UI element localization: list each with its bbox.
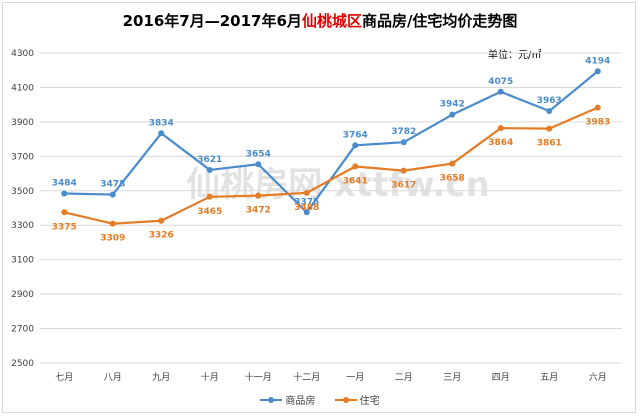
y-tick-label: 2900 — [11, 290, 34, 300]
legend-item-series-1: 商品房 — [260, 392, 315, 407]
x-tick-label: 一月 — [346, 372, 364, 383]
data-label-series-2: 3658 — [440, 174, 465, 184]
y-tick-label: 3100 — [11, 256, 34, 266]
title-highlight: 仙桃城区 — [301, 12, 362, 30]
chart-frame — [2, 2, 636, 413]
legend-item-series-2: 住宅 — [334, 392, 380, 407]
data-label-series-2: 3861 — [537, 139, 562, 149]
data-label-series-1: 3764 — [343, 130, 368, 140]
data-label-series-2: 3617 — [391, 181, 416, 191]
data-label-series-2: 3983 — [585, 118, 610, 128]
data-point-series-1 — [255, 161, 262, 168]
legend-label-series-1: 商品房 — [285, 396, 316, 407]
y-tick-label: 2500 — [11, 359, 34, 369]
data-point-series-2 — [303, 189, 310, 196]
y-tick-label: 3700 — [11, 152, 34, 162]
y-tick-label: 3500 — [11, 187, 34, 197]
data-label-series-1: 3942 — [440, 100, 465, 110]
y-tick-label: 4100 — [11, 83, 34, 93]
x-tick-label: 三月 — [443, 372, 461, 383]
data-label-series-1: 4194 — [585, 56, 610, 66]
x-tick-label: 九月 — [152, 372, 170, 383]
data-label-series-2: 3488 — [294, 203, 319, 213]
x-tick-label: 六月 — [589, 371, 607, 383]
y-tick-label: 3300 — [11, 221, 34, 231]
data-point-series-1 — [158, 130, 165, 137]
x-tick-label: 十二月 — [293, 371, 320, 383]
data-point-series-2 — [255, 192, 262, 199]
data-label-series-2: 3864 — [488, 138, 513, 148]
data-label-series-2: 3375 — [52, 222, 77, 232]
unit-label: 单位：元/㎡ — [488, 50, 542, 61]
data-label-series-1: 4075 — [488, 77, 513, 87]
x-tick-label: 二月 — [395, 372, 413, 383]
x-tick-label: 七月 — [55, 372, 73, 383]
data-point-series-2 — [206, 193, 213, 200]
data-point-series-1 — [61, 190, 68, 197]
data-label-series-2: 3465 — [197, 207, 222, 217]
data-label-series-2: 3326 — [149, 231, 174, 241]
data-label-series-1: 3963 — [537, 96, 562, 106]
data-label-series-2: 3472 — [246, 206, 271, 216]
data-point-series-2 — [449, 160, 456, 167]
data-point-series-1 — [303, 209, 310, 216]
data-label-series-1: 3782 — [391, 127, 416, 137]
data-label-series-1: 3834 — [149, 118, 174, 128]
chart-title: 2016年7月—2017年6月仙桃城区商品房/住宅均价走势图 — [0, 10, 640, 31]
y-tick-label: 3900 — [11, 118, 34, 128]
data-point-series-1 — [206, 166, 213, 173]
x-tick-label: 五月 — [540, 372, 558, 383]
y-tick-label: 2700 — [11, 325, 34, 335]
data-point-series-2 — [158, 217, 165, 224]
x-tick-label: 十一月 — [245, 371, 272, 383]
data-point-series-2 — [497, 125, 504, 132]
y-tick-label: 4300 — [11, 49, 34, 59]
x-tick-label: 八月 — [104, 372, 122, 383]
title-part-2: 商品房/住宅均价走势图 — [361, 12, 518, 30]
data-label-series-1: 3654 — [246, 149, 271, 159]
data-point-series-2 — [594, 104, 601, 111]
legend: 商品房 住宅 — [0, 392, 640, 407]
x-tick-label: 四月 — [492, 372, 510, 383]
data-label-series-1: 3484 — [52, 179, 77, 189]
data-label-series-2: 3309 — [100, 234, 125, 244]
data-point-series-1 — [497, 88, 504, 95]
data-label-series-2: 3641 — [343, 176, 368, 186]
data-label-series-1: 3478 — [100, 180, 125, 190]
data-point-series-2 — [546, 125, 553, 132]
legend-swatch-series-2 — [334, 396, 357, 403]
data-point-series-2 — [352, 163, 359, 170]
data-point-series-1 — [400, 139, 407, 146]
data-point-series-1 — [449, 111, 456, 118]
x-tick-label: 十月 — [201, 371, 219, 383]
data-point-series-2 — [61, 209, 68, 216]
legend-label-series-2: 住宅 — [359, 396, 380, 407]
watermark: 仙桃房网 xttfw.cn — [186, 165, 490, 205]
data-point-series-1 — [546, 108, 553, 115]
data-point-series-1 — [594, 68, 601, 75]
data-point-series-1 — [109, 191, 116, 198]
data-point-series-2 — [400, 167, 407, 174]
data-point-series-1 — [352, 142, 359, 149]
data-label-series-1: 3621 — [197, 155, 222, 165]
title-part-1: 2016年7月—2017年6月 — [122, 12, 302, 30]
legend-swatch-series-1 — [260, 396, 283, 403]
data-label-series-1: 3375 — [294, 197, 319, 207]
data-point-series-2 — [109, 220, 116, 227]
series-line-2 — [63, 106, 599, 225]
